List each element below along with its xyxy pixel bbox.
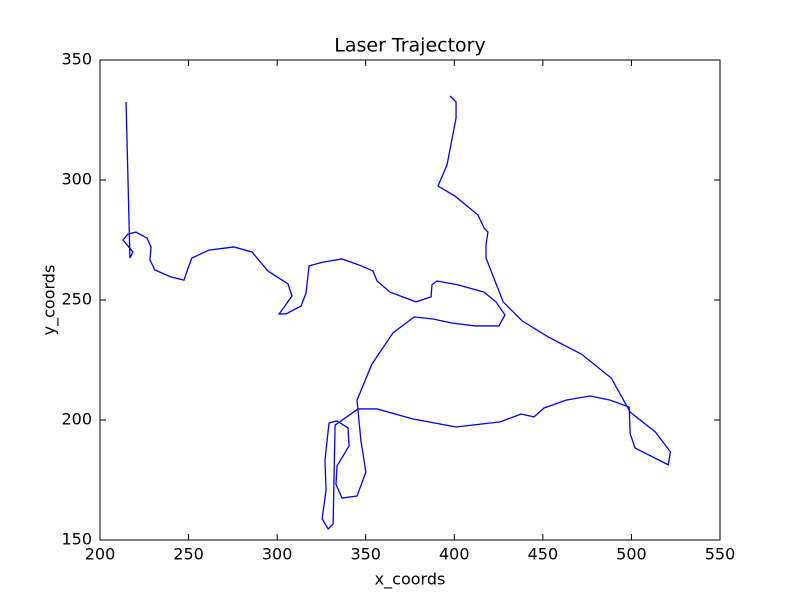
x-tick-label: 250 bbox=[173, 545, 204, 564]
chart-title: Laser Trajectory bbox=[334, 35, 485, 57]
x-tick-label: 400 bbox=[439, 545, 470, 564]
x-axis-label: x_coords bbox=[375, 570, 446, 590]
x-tick-label: 550 bbox=[705, 545, 736, 564]
x-tick-label: 500 bbox=[616, 545, 647, 564]
x-tick-label: 300 bbox=[262, 545, 293, 564]
y-tick-label: 350 bbox=[61, 50, 92, 69]
y-axis-label: y_coords bbox=[40, 265, 60, 336]
y-tick-label: 200 bbox=[61, 410, 92, 429]
y-tick-label: 300 bbox=[61, 170, 92, 189]
x-tick-label: 350 bbox=[350, 545, 381, 564]
plot-frame bbox=[99, 59, 721, 541]
x-tick-label: 200 bbox=[85, 545, 116, 564]
y-tick-label: 150 bbox=[61, 530, 92, 549]
trajectory-line bbox=[122, 95, 672, 531]
x-tick-label: 450 bbox=[528, 545, 559, 564]
y-tick-label: 250 bbox=[61, 290, 92, 309]
